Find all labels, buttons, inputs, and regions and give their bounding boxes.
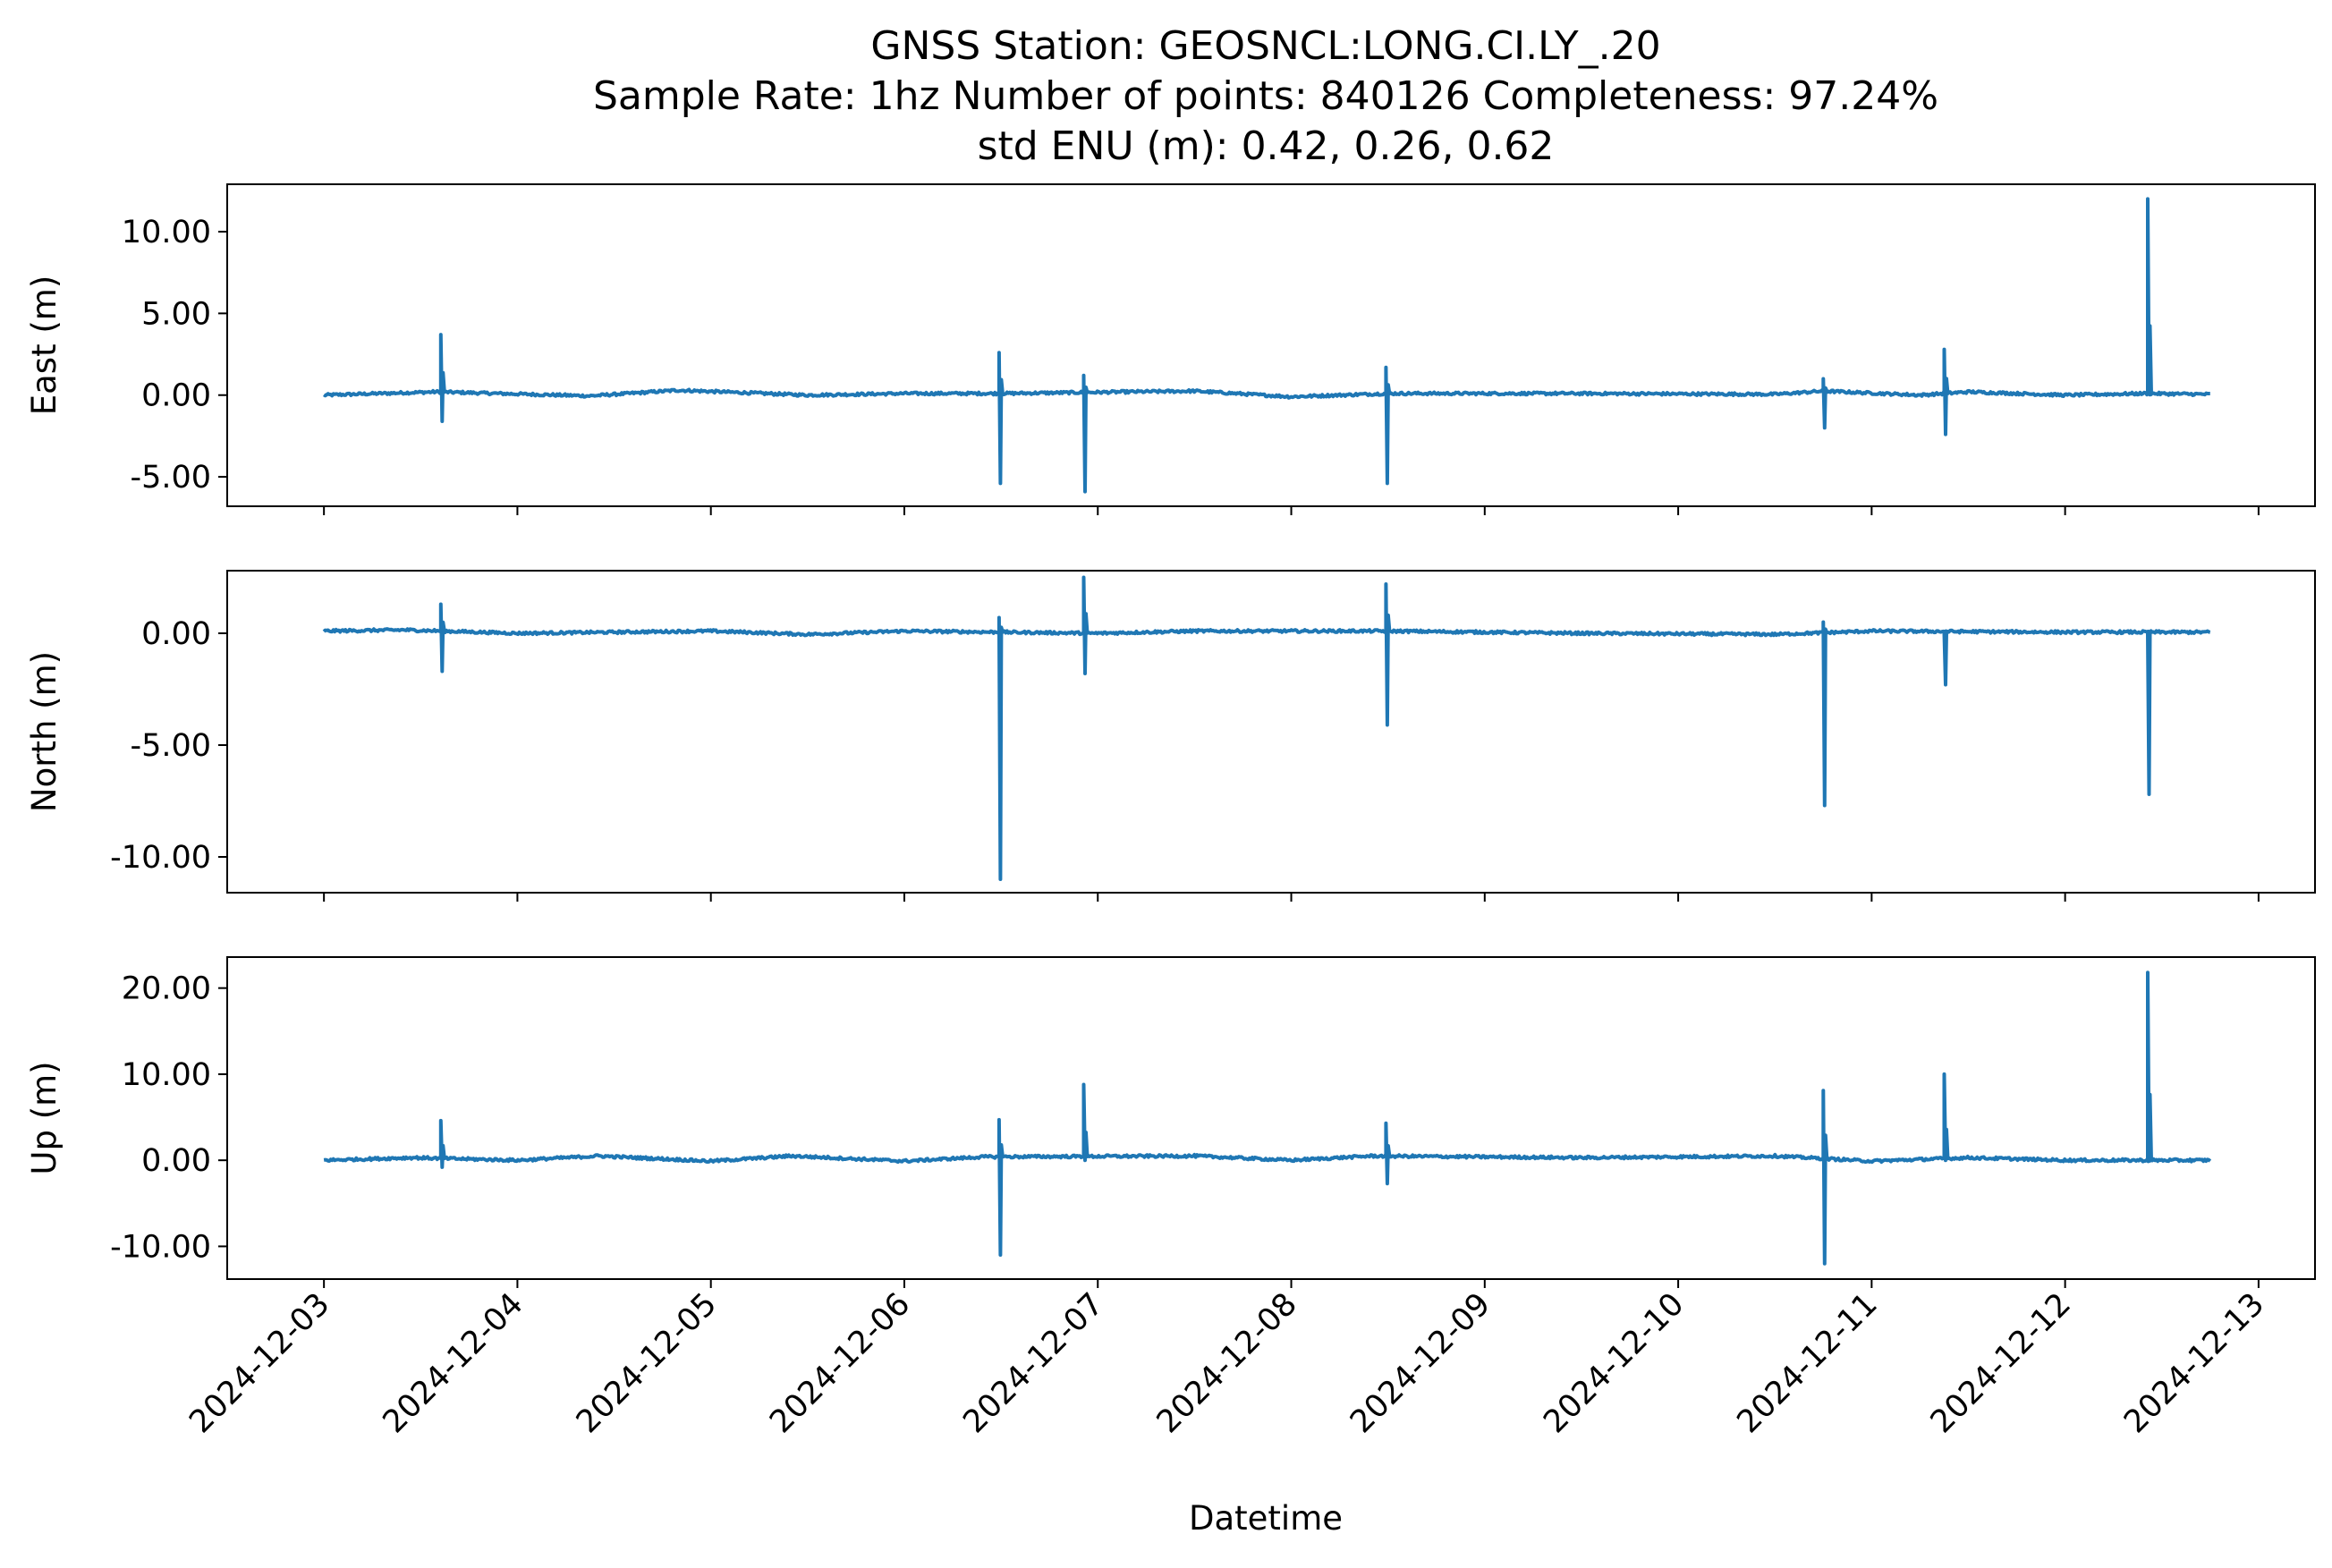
title-line-1: GNSS Station: GEOSNCL:LONG.CI.LY_.20 [870,23,1660,69]
y-tick-label: -10.00 [110,1229,211,1265]
x-tick-label: 2024-12-03 [182,1286,336,1440]
x-tick-label: 2024-12-04 [377,1286,530,1440]
y-tick-label: -5.00 [130,728,211,764]
y-tick-label: 10.00 [122,1057,211,1093]
chart-panels: -5.00 0.00 5.00 10.00 East (m) -10.00 -5.00 0.0… [25,183,2316,1440]
x-tick-label: 2024-12-12 [1924,1286,2078,1440]
x-axis-label: Datetime [1189,1499,1343,1538]
y-tick-label: 0.00 [141,616,211,652]
x-tick-label: 2024-12-13 [2117,1286,2271,1440]
panel-up: -10.00 0.00 10.00 20.00 Up (m) 2024-12-03 2024… [25,956,2316,1440]
y-tick-label: -10.00 [110,840,211,876]
panel-north: -10.00 -5.00 0.00 North (m) [25,570,2316,902]
x-tick-label: 2024-12-09 [1344,1286,1497,1440]
y-tick-label: 0.00 [141,1143,211,1179]
axes-frame [226,956,2316,1280]
series-line-up [323,970,2212,1266]
axes-frame [226,183,2316,507]
chart-title: GNSS Station: GEOSNCL:LONG.CI.LY_.20 Sam… [593,23,1938,169]
x-tick-label: 2024-12-08 [1150,1286,1304,1440]
x-tick-label: 2024-12-11 [1731,1286,1885,1440]
axes-frame [226,570,2316,894]
x-tick-label: 2024-12-07 [957,1286,1111,1440]
panel-east: -5.00 0.00 5.00 10.00 East (m) [25,183,2316,515]
y-tick-label: 0.00 [141,378,211,414]
y-axis-label: North (m) [25,651,64,812]
title-line-2: Sample Rate: 1hz Number of points: 84012… [593,73,1938,119]
series-line-east [322,197,2211,494]
y-tick-label: 10.00 [122,215,211,250]
y-axis-label: East (m) [25,275,64,416]
x-tick-label: 2024-12-10 [1537,1286,1691,1440]
y-tick-label: 5.00 [141,296,211,332]
series-line-north [322,575,2211,881]
x-tick-label: 2024-12-05 [570,1286,724,1440]
x-tick-label: 2024-12-06 [763,1286,917,1440]
y-tick-label: 20.00 [122,971,211,1007]
y-axis-label: Up (m) [25,1061,64,1174]
y-tick-label: -5.00 [130,460,211,496]
title-line-3: std ENU (m): 0.42, 0.26, 0.62 [978,123,1555,169]
